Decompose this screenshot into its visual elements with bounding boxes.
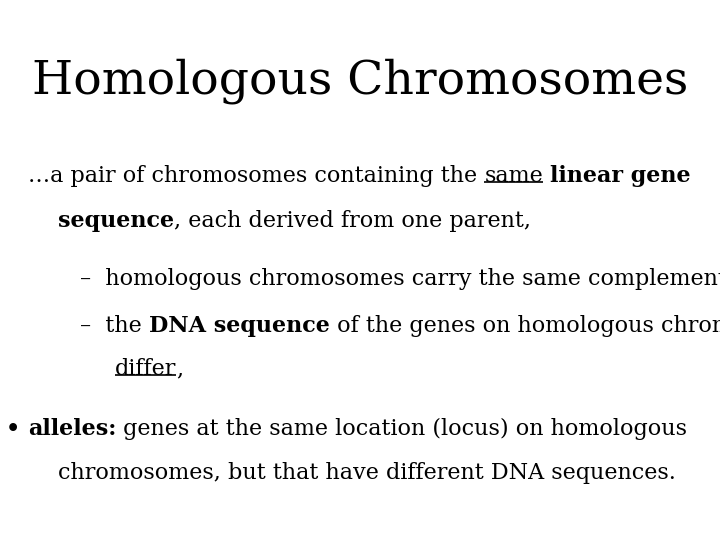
Text: , each derived from one parent,: , each derived from one parent, [174, 210, 531, 232]
Text: sequence: sequence [58, 210, 174, 232]
Text: …a pair of chromosomes containing the: …a pair of chromosomes containing the [28, 165, 485, 187]
Text: linear gene: linear gene [550, 165, 690, 187]
Text: DNA sequence: DNA sequence [149, 315, 330, 337]
Text: same: same [485, 165, 543, 187]
Text: differ: differ [115, 358, 176, 380]
Text: –  homologous chromosomes carry the same complement of genes,: – homologous chromosomes carry the same … [80, 268, 720, 290]
Text: of the genes on homologous chromosomes: of the genes on homologous chromosomes [330, 315, 720, 337]
Text: alleles:: alleles: [28, 418, 117, 440]
Text: –  the: – the [80, 315, 149, 337]
Text: ,: , [176, 358, 184, 380]
Text: chromosomes, but that have different DNA sequences.: chromosomes, but that have different DNA… [58, 462, 676, 484]
Text: Homologous Chromosomes: Homologous Chromosomes [32, 58, 688, 104]
Text: •: • [6, 418, 20, 440]
Text: genes at the same location (locus) on homologous: genes at the same location (locus) on ho… [117, 418, 688, 440]
